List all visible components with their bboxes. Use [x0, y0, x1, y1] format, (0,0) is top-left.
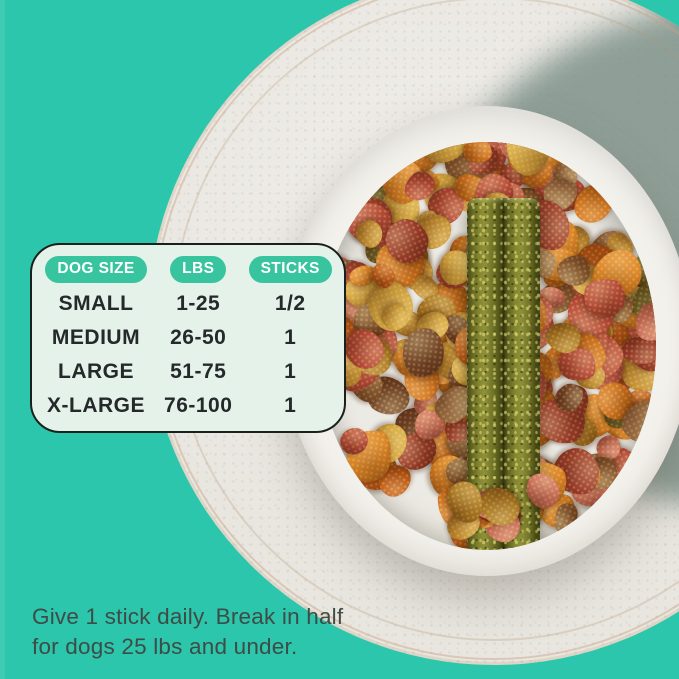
caption-line-2: for dogs 25 lbs and under.	[32, 633, 298, 659]
usage-caption: Give 1 stick daily. Break in half for do…	[32, 602, 343, 662]
sticks-value: 1	[284, 360, 297, 383]
header-cell: DOG SIZE	[42, 255, 150, 283]
sticks-value: 1	[284, 326, 297, 349]
table-row: X-LARGE 76-100 1	[42, 389, 334, 423]
dog-food-bowl	[282, 106, 679, 576]
table-row: SMALL 1-25 1/2	[42, 287, 334, 321]
header-pill-dog-size: DOG SIZE	[45, 256, 147, 283]
lbs-value: 76-100	[164, 394, 233, 417]
header-cell: STICKS	[246, 255, 334, 283]
header-cell: LBS	[150, 255, 246, 283]
dog-size-value: MEDIUM	[51, 326, 141, 349]
bowl-interior	[318, 142, 656, 550]
header-pill-lbs: LBS	[170, 256, 227, 283]
table-header-row: DOG SIZE LBS STICKS	[42, 251, 334, 287]
caption-line-1: Give 1 stick daily. Break in half	[32, 604, 344, 629]
table-row: LARGE 51-75 1	[42, 355, 334, 389]
sticks-value: 1	[284, 394, 297, 417]
dog-size-value: X-LARGE	[47, 394, 146, 417]
dog-size-value: SMALL	[58, 292, 134, 315]
lbs-value: 51-75	[170, 360, 227, 383]
lbs-value: 26-50	[170, 326, 227, 349]
dosing-table-card: DOG SIZE LBS STICKS SMALL 1-25 1/2 MEDIU…	[30, 243, 346, 433]
dog-size-value: LARGE	[58, 360, 135, 383]
sticks-value: 1/2	[274, 292, 306, 315]
table-row: MEDIUM 26-50 1	[42, 321, 334, 355]
header-pill-sticks: STICKS	[248, 256, 332, 283]
left-edge-highlight	[0, 0, 5, 679]
lbs-value: 1-25	[176, 292, 221, 315]
kibble-foreground	[318, 142, 656, 550]
kibble-piece	[521, 467, 566, 514]
